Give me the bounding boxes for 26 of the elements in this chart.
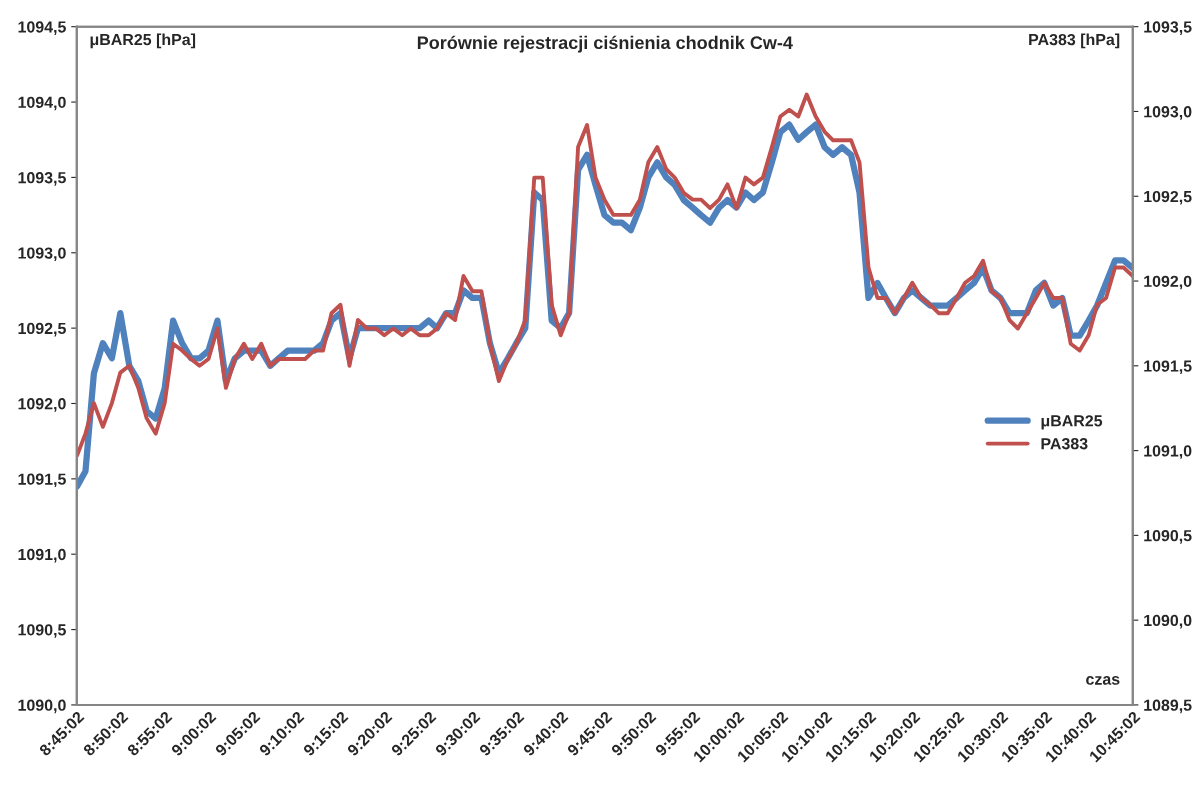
y-tick-label: 1092,5 [18, 322, 66, 337]
y-axis-title: μBAR25 [hPa] [90, 33, 196, 49]
y2-tick-label: 1090,5 [1144, 530, 1192, 544]
legend-label: PA383 [1041, 438, 1088, 450]
legend-label: μBAR25 [1041, 415, 1103, 430]
y2-tick-label: 1093,5 [1144, 21, 1192, 35]
y2-tick-label: 1091,0 [1144, 445, 1192, 459]
chart-title: Porównie rejestracji ciśnienia chodnik Cw-4 [417, 35, 793, 53]
y-tick-label: 1094,0 [18, 96, 66, 111]
y-tick-label: 1094,5 [18, 21, 66, 35]
y-tick-label: 1092,0 [18, 398, 66, 412]
y2-tick-label: 1090,0 [1144, 614, 1192, 629]
y-tick-label: 1093,0 [18, 247, 66, 262]
line-series [76, 92, 1133, 458]
y2-tick-label: 1092,0 [1144, 275, 1192, 290]
y-tick-label: 1091,5 [18, 473, 66, 488]
y2-tick-label: 1092,5 [1144, 190, 1192, 205]
y2-tick-label: 1093,0 [1144, 106, 1192, 120]
y2-tick-label: 1091,5 [1144, 360, 1192, 375]
x-axis-title: czas [1086, 676, 1120, 685]
y2-axis-title: PA383 [hPa] [1029, 33, 1120, 49]
y-tick-label: 1090,0 [18, 699, 66, 714]
y-tick-label: 1090,5 [18, 624, 66, 638]
y2-tick-label: 1089,5 [1144, 699, 1192, 714]
y-tick-label: 1091,0 [18, 548, 66, 563]
y-tick-label: 1093,5 [18, 172, 66, 186]
